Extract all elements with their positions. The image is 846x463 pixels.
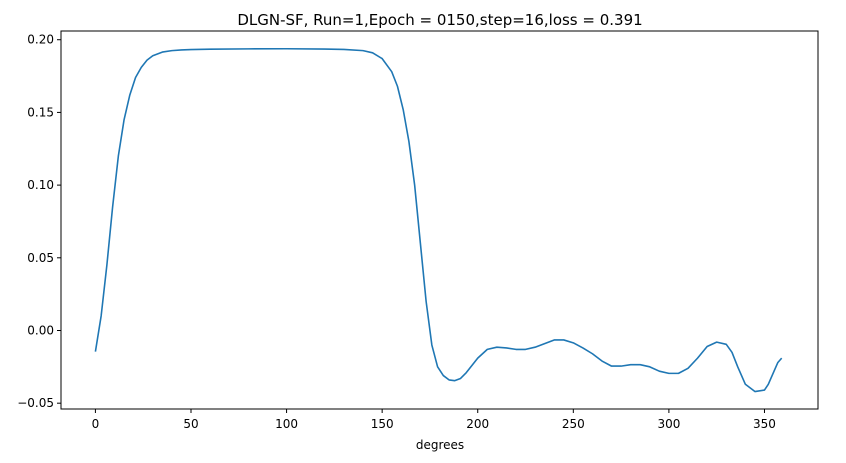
plot-area	[94, 47, 783, 393]
x-tick-label: 0	[92, 417, 100, 431]
x-axis: 0 50 100 150 200 250 300 350	[92, 409, 776, 431]
y-tick-label: 0.10	[27, 178, 54, 192]
x-tick-label: 200	[466, 417, 489, 431]
y-tick-label: −0.05	[17, 396, 54, 410]
x-axis-label: degrees	[416, 438, 464, 452]
y-tick-label: 0.00	[27, 323, 54, 337]
x-tick-label: 300	[657, 417, 680, 431]
axes-frame	[60, 30, 819, 410]
x-tick-label: 100	[275, 417, 298, 431]
y-tick-label: 0.15	[27, 105, 54, 119]
chart-title: DLGN-SF, Run=1,Epoch = 0150,step=16,loss…	[237, 11, 642, 29]
y-tick-label: 0.05	[27, 251, 54, 265]
y-axis: −0.05 0.00 0.05 0.10 0.15 0.20	[17, 33, 61, 410]
x-tick-label: 250	[562, 417, 585, 431]
series-line-0	[94, 47, 783, 393]
x-tick-label: 50	[183, 417, 198, 431]
y-tick-label: 0.20	[27, 33, 54, 47]
x-tick-label: 150	[371, 417, 394, 431]
x-tick-label: 350	[753, 417, 776, 431]
